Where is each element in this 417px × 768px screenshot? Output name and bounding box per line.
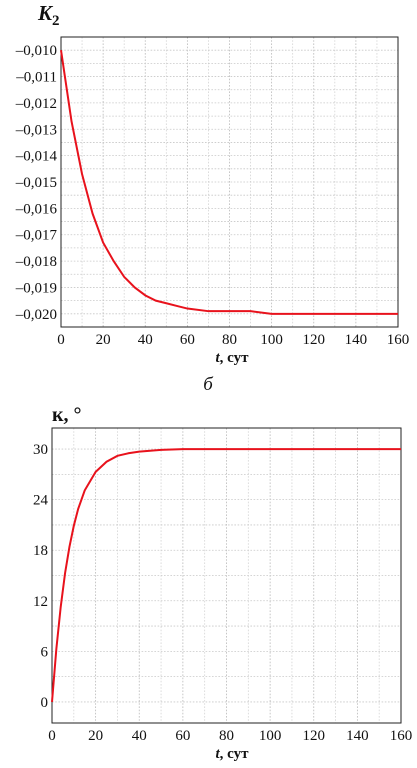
y-tick-label: –0,017 <box>15 228 58 244</box>
x-tick-label: 160 <box>387 332 410 348</box>
y-tick-label: –0,014 <box>15 149 58 165</box>
y-tick-label: 6 <box>41 644 49 660</box>
x-tick-label: 80 <box>219 728 234 744</box>
y-tick-label: –0,010 <box>15 43 57 59</box>
plot-frame <box>51 427 402 724</box>
y-tick-label: 24 <box>33 493 49 509</box>
x-tick-label: 140 <box>346 728 369 744</box>
y-tick-labels: 0 6 12 18 24 30 <box>33 442 49 711</box>
x-tick-label: 140 <box>345 332 368 348</box>
y-tick-label: –0,016 <box>15 201 58 217</box>
y-tick-label: 18 <box>33 543 48 559</box>
series-line <box>60 50 398 315</box>
y-axis-label: K2 <box>37 1 60 29</box>
y-tick-label: 0 <box>41 695 49 711</box>
y-axis-label-subscript: 2 <box>52 13 60 29</box>
x-tick-label: 0 <box>48 728 56 744</box>
y-tick-label: –0,013 <box>15 122 57 138</box>
grid <box>51 428 402 723</box>
grid <box>60 36 399 328</box>
x-tick-label: 60 <box>180 332 195 348</box>
x-tick-label: 0 <box>57 332 65 348</box>
y-tick-labels: –0,010 –0,011 –0,012 –0,013 –0,014 –0,015 –0,0… <box>15 43 58 323</box>
y-tick-label: –0,018 <box>15 254 57 270</box>
panel-label: б <box>203 374 214 395</box>
y-tick-label: –0,020 <box>15 307 57 323</box>
x-tick-labels: 0 20 40 60 80 100 120 140 160 <box>48 728 412 744</box>
x-axis-label: t, сут <box>216 350 250 366</box>
x-tick-label: 40 <box>132 728 147 744</box>
x-tick-label: 20 <box>96 332 111 348</box>
plot-frame <box>60 36 399 328</box>
x-axis-label: t, сут <box>216 746 250 762</box>
y-tick-label: –0,015 <box>15 175 57 191</box>
chart-k2: –0,010 –0,011 –0,012 –0,013 –0,014 –0,015 –0,0… <box>15 1 410 366</box>
x-tick-label: 100 <box>259 728 282 744</box>
x-tick-label: 60 <box>175 728 190 744</box>
y-axis-label: к, ° <box>52 404 82 426</box>
x-tick-label: 40 <box>138 332 153 348</box>
y-tick-label: –0,012 <box>15 96 57 112</box>
y-tick-label: 12 <box>33 594 48 610</box>
x-tick-label: 120 <box>303 728 326 744</box>
x-tick-labels: 0 20 40 60 80 100 120 140 160 <box>57 332 409 348</box>
y-tick-label: –0,011 <box>15 70 57 86</box>
chart-kappa: 0 6 12 18 24 30 0 20 40 60 80 100 120 140 160 к, ° t,… <box>33 404 412 762</box>
x-tick-label: 120 <box>303 332 326 348</box>
x-tick-label: 20 <box>88 728 103 744</box>
y-tick-label: –0,019 <box>15 280 57 296</box>
x-tick-label: 160 <box>390 728 413 744</box>
x-tick-label: 100 <box>260 332 283 348</box>
y-tick-label: 30 <box>33 442 48 458</box>
x-tick-label: 80 <box>222 332 237 348</box>
series-line <box>51 448 401 703</box>
